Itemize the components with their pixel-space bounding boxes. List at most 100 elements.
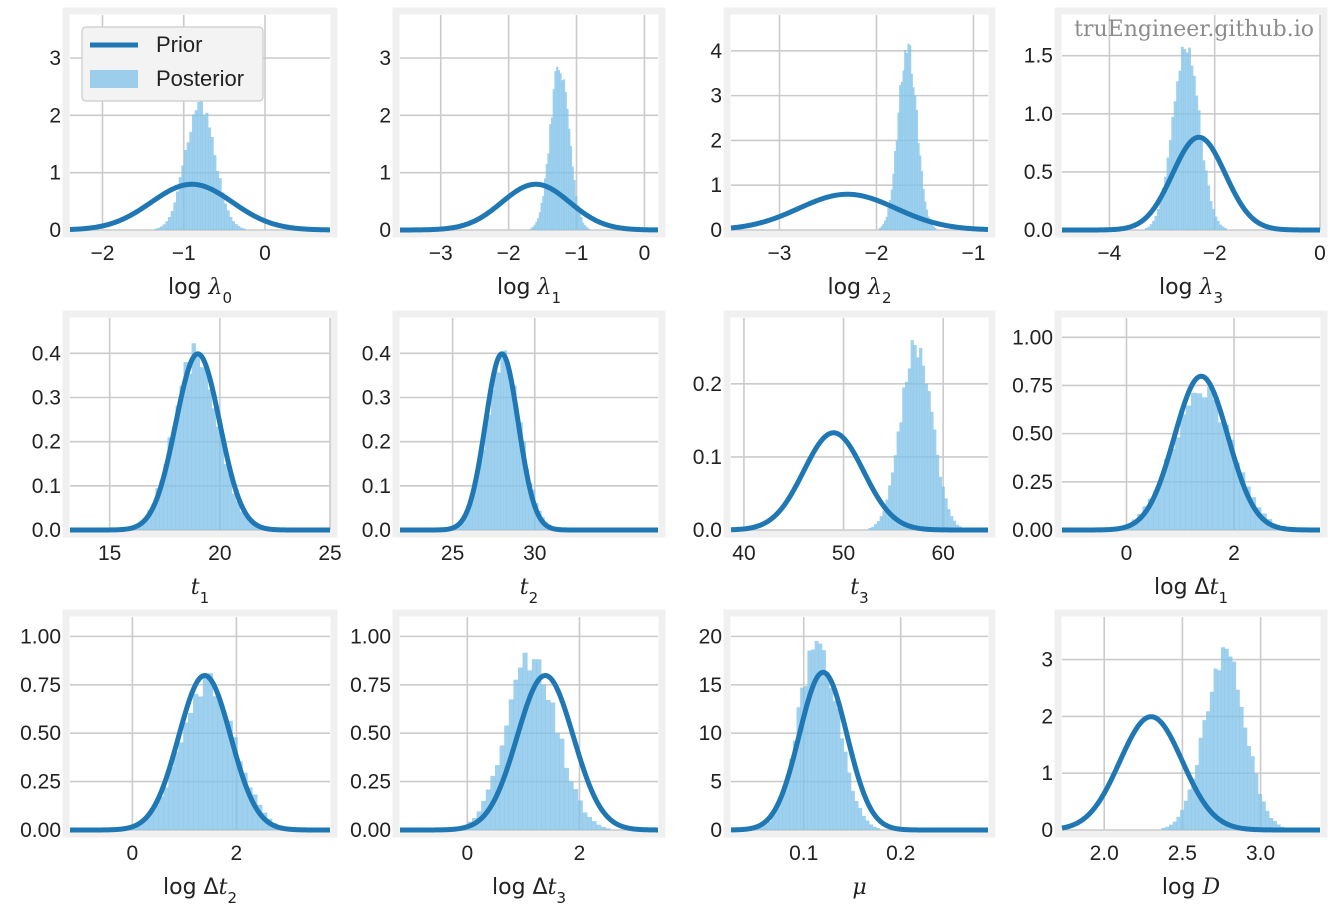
- y-tick-label: 0.00: [1012, 519, 1053, 542]
- x-tick-label: −2: [91, 242, 115, 265]
- panel-log-D: 2.0 2.5 3.0 0 1 2 3 log D: [1041, 609, 1328, 900]
- posterior-bar: [506, 368, 511, 530]
- legend-posterior-label: Posterior: [156, 66, 244, 91]
- posterior-bar: [1254, 773, 1259, 830]
- posterior-bar: [896, 431, 900, 530]
- posterior-bar: [218, 178, 222, 230]
- y-tick-label: 0.4: [32, 342, 62, 365]
- posterior-bar: [197, 101, 201, 230]
- posterior-bar: [897, 112, 900, 230]
- posterior-bar: [207, 389, 213, 530]
- posterior-bar: [879, 516, 883, 530]
- posterior-bar: [554, 733, 560, 830]
- posterior-bar: [1239, 472, 1246, 530]
- posterior-bar: [1178, 70, 1182, 231]
- posterior-bar: [905, 52, 908, 231]
- posterior-bar: [207, 673, 214, 830]
- posterior-bar: [235, 501, 241, 530]
- x-tick-label: 0.2: [886, 842, 915, 865]
- y-tick-label: 2: [49, 104, 61, 127]
- panel-log-lambda-2: −3 −2 −1 0 1 2 3 4 log λ2: [710, 7, 996, 307]
- posterior-bar: [934, 228, 937, 230]
- x-tick-label: 0: [1121, 542, 1133, 565]
- x-axis-label: t3: [850, 575, 868, 607]
- posterior-bar: [933, 429, 937, 530]
- posterior-bar: [481, 449, 486, 530]
- y-tick-label: 0.4: [362, 342, 392, 365]
- posterior-bar: [178, 742, 184, 830]
- posterior-bar: [932, 226, 935, 230]
- posterior-bar: [1250, 497, 1257, 530]
- axes-frame: [1054, 7, 1328, 238]
- posterior-bar: [1272, 820, 1277, 830]
- posterior-bar: [878, 228, 882, 230]
- y-tick-label: 4: [710, 40, 722, 63]
- posterior-bar: [893, 455, 897, 530]
- x-tick-label: −3: [768, 242, 792, 265]
- y-tick-label: 3: [49, 47, 61, 70]
- y-tick-label: 0.1: [362, 475, 391, 498]
- posterior-bar: [1202, 160, 1206, 230]
- posterior-bar: [1250, 756, 1255, 830]
- posterior-bar: [568, 128, 571, 230]
- y-tick-label: 0: [379, 219, 391, 242]
- prior-curve: [729, 430, 990, 533]
- posterior-bar: [1176, 81, 1179, 230]
- posterior-bar: [550, 117, 554, 230]
- posterior-bar: [208, 127, 212, 230]
- posterior-bar: [1172, 821, 1177, 830]
- posterior-bar: [1217, 670, 1222, 830]
- posterior-bar: [227, 473, 233, 530]
- posterior-bar: [583, 224, 586, 230]
- posterior-bar: [1213, 668, 1218, 830]
- posterior-bar: [929, 221, 932, 230]
- posterior-bar: [910, 340, 914, 530]
- panel-t-2: 25 30 0.0 0.1 0.2 0.3 0.4 t2: [362, 310, 666, 607]
- posterior-bar: [796, 707, 801, 830]
- posterior-bar: [232, 221, 236, 230]
- y-tick-label: 0.50: [350, 722, 391, 745]
- posterior-bar: [585, 226, 588, 230]
- posterior-bar: [861, 815, 866, 830]
- posterior-bar: [1197, 110, 1201, 230]
- posterior-bar: [226, 210, 230, 230]
- posterior-bar: [1169, 448, 1176, 530]
- panel-log-lambda-3: −4 −2 0 0.0 0.5 1.0 1.5 log λ3: [1024, 7, 1328, 307]
- posterior-bar: [504, 725, 510, 830]
- axes-frame: [392, 7, 666, 238]
- posterior-bar: [200, 101, 204, 231]
- posterior-bar: [519, 422, 523, 530]
- x-tick-label: −1: [961, 242, 985, 265]
- y-tick-label: 2: [1041, 705, 1053, 728]
- posterior-bar: [143, 818, 150, 830]
- posterior-bar: [175, 405, 180, 530]
- posterior-bar: [459, 521, 464, 530]
- posterior-bar: [188, 712, 194, 830]
- posterior-bar: [871, 526, 875, 530]
- posterior-bar: [1224, 648, 1229, 830]
- posterior-bar: [227, 720, 233, 830]
- posterior-bar: [561, 80, 564, 230]
- posterior-bar: [1207, 386, 1213, 530]
- posterior-bar: [1219, 224, 1223, 230]
- x-axis-label: log D: [1162, 875, 1221, 900]
- y-tick-label: 0: [710, 219, 722, 242]
- posterior-bar: [1207, 185, 1211, 230]
- posterior-bar: [237, 761, 243, 830]
- posterior-bar: [240, 227, 244, 230]
- posterior-bar: [1221, 226, 1225, 230]
- posterior-bar: [237, 225, 241, 230]
- posterior-bar: [927, 391, 931, 530]
- posterior-bar: [537, 218, 540, 230]
- posterior-bar: [202, 677, 209, 830]
- posterior-bar: [1147, 226, 1151, 230]
- posterior-bar: [1185, 405, 1192, 530]
- posterior-bar: [900, 81, 903, 230]
- posterior-bar: [568, 781, 574, 830]
- y-tick-label: 3: [710, 85, 722, 108]
- posterior-bar: [247, 521, 253, 530]
- posterior-bar: [527, 670, 533, 830]
- posterior-bar: [167, 217, 172, 230]
- posterior-bar: [251, 524, 257, 530]
- posterior-bar: [931, 224, 934, 230]
